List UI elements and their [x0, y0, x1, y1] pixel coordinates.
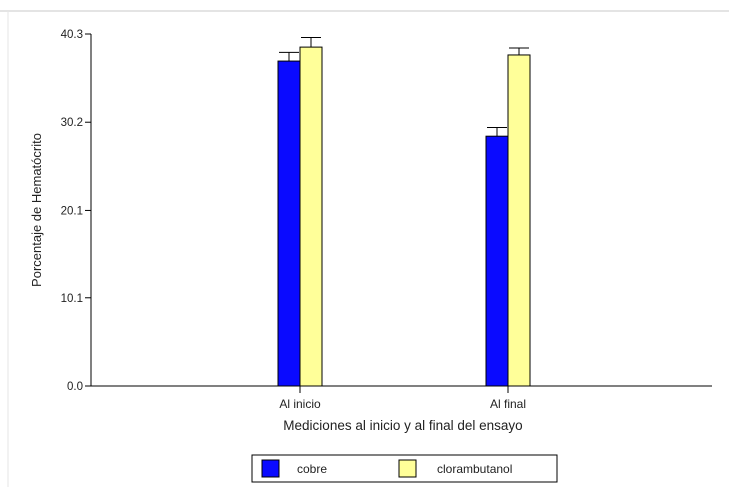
- x-tick-label: Al inicio: [279, 397, 321, 411]
- legend-swatch-clorambutanol: [398, 459, 417, 478]
- y-tick-label: 20.1: [61, 205, 83, 217]
- bar-clorambutanol-0: [299, 46, 323, 387]
- bar-clorambutanol-1: [507, 54, 531, 387]
- legend-label-clorambutanol: clorambutanol: [437, 462, 512, 476]
- legend-swatch-cobre: [261, 459, 280, 478]
- y-tick-label: 30.2: [61, 117, 83, 129]
- y-tick-label: 40.3: [61, 29, 83, 41]
- plot-area: 0.0 10.1 20.1 30.2 40.3 Al inicio Al final: [61, 29, 712, 411]
- bar-cobre-1: [485, 135, 509, 387]
- y-tick-label: 10.1: [61, 293, 83, 305]
- bar-cobre-0: [277, 60, 301, 387]
- legend-label-cobre: cobre: [297, 462, 327, 476]
- x-axis-label: Mediciones al inicio y al final del ensa…: [283, 418, 522, 433]
- y-tick-label: 0.0: [67, 381, 83, 393]
- legend: cobre clorambutanol: [251, 454, 558, 483]
- x-tick-label: Al final: [490, 397, 526, 411]
- y-axis-label: Porcentaje de Hematócrito: [29, 133, 44, 287]
